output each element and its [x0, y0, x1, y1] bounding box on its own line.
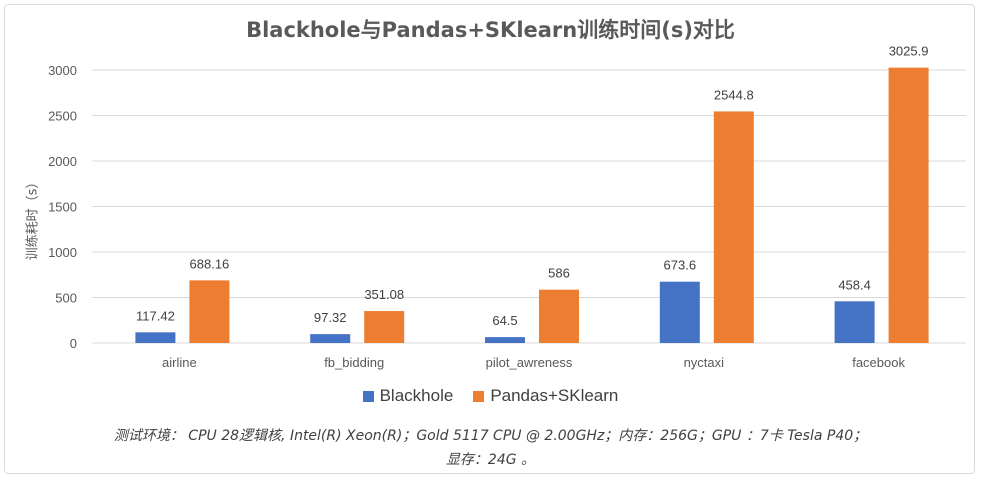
x-tick-label: nyctaxi [684, 355, 725, 370]
chart-title: Blackhole与Pandas+SKlearn训练时间(s)对比 [246, 18, 735, 42]
data-label: 3025.9 [889, 44, 929, 59]
x-tick-label: facebook [852, 355, 905, 370]
data-label: 64.5 [492, 313, 517, 328]
y-tick-label: 3000 [48, 63, 77, 78]
data-label: 458.4 [838, 277, 871, 292]
legend-label-blackhole: Blackhole [379, 386, 454, 405]
bar [888, 67, 929, 343]
legend-item-pandas-sklearn: Pandas+SKlearn [473, 386, 618, 406]
bar [189, 280, 230, 343]
data-label: 2544.8 [714, 87, 754, 102]
data-label: 97.32 [314, 310, 347, 325]
legend-label-pandas-sklearn: Pandas+SKlearn [490, 386, 619, 405]
bar [713, 111, 754, 343]
bar [364, 311, 405, 343]
bar [659, 281, 700, 343]
data-label: 351.08 [364, 287, 404, 302]
x-tick-label: airline [162, 355, 197, 370]
bar [135, 332, 176, 343]
footnote-line-2: 显存：24G 。 [445, 452, 536, 468]
y-tick-label: 1000 [48, 245, 77, 260]
y-tick-label: 1500 [48, 200, 77, 215]
data-label: 673.6 [664, 258, 697, 273]
y-tick-label: 2000 [48, 154, 77, 169]
y-tick-label: 500 [55, 291, 77, 306]
legend-item-blackhole: Blackhole [362, 386, 454, 406]
chart-frame [4, 4, 975, 474]
y-tick-label: 0 [70, 336, 77, 351]
x-tick-label: fb_bidding [324, 355, 384, 370]
data-label: 117.42 [136, 308, 175, 323]
bar [310, 334, 351, 343]
legend-swatch-pandas-sklearn [473, 390, 485, 402]
bar [539, 289, 579, 343]
footnote-line-1: 测试环境： CPU 28逻辑核, Intel(R) Xeon(R)；Gold 5… [113, 428, 868, 444]
x-tick-label: pilot_awreness [486, 355, 573, 370]
legend-swatch-blackhole [362, 390, 374, 402]
bar [834, 301, 875, 343]
y-tick-label: 2500 [48, 109, 77, 124]
data-label: 586 [548, 266, 570, 281]
data-label: 688.16 [190, 256, 230, 271]
legend: Blackhole Pandas+SKlearn [0, 386, 981, 406]
bar [485, 337, 525, 343]
